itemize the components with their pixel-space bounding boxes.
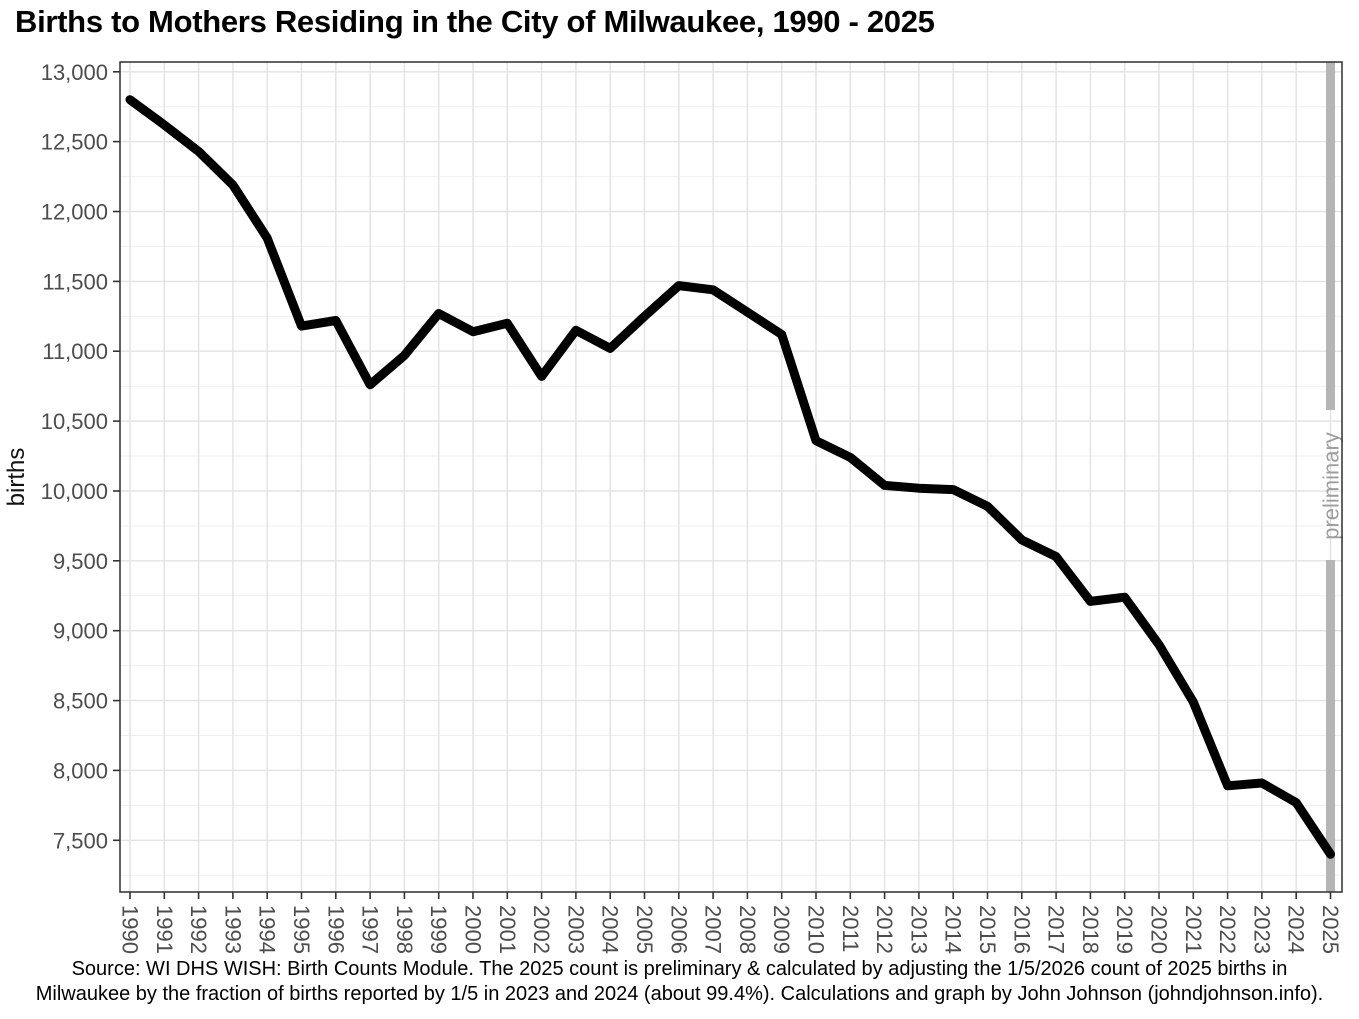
x-tick-label: 2017 — [1044, 905, 1069, 954]
x-tick-label: 2000 — [461, 905, 486, 954]
x-tick-label: 2024 — [1284, 905, 1309, 954]
y-tick-label: 9,000 — [53, 619, 108, 644]
x-tick-label: 2015 — [975, 905, 1000, 954]
x-tick-label: 2008 — [735, 905, 760, 954]
x-tick-label: 1995 — [289, 905, 314, 954]
x-tick-label: 2025 — [1318, 905, 1343, 954]
y-axis: 7,500 8,000 8,500 9,000 9,500 10,000 10,500 11,… — [41, 60, 120, 853]
x-tick-label: 2023 — [1249, 905, 1274, 954]
x-tick-label: 2010 — [804, 905, 829, 954]
gridlines-major — [120, 62, 1342, 892]
x-tick-label: 1990 — [118, 905, 143, 954]
source-caption: Source: WI DHS WISH: Birth Counts Module… — [0, 957, 1359, 1007]
x-tick-label: 2001 — [495, 905, 520, 954]
y-tick-label: 8,000 — [53, 758, 108, 783]
x-tick-label: 2005 — [632, 905, 657, 954]
x-tick-label: 2020 — [1147, 905, 1172, 954]
source-caption-line1: Source: WI DHS WISH: Birth Counts Module… — [71, 958, 1288, 980]
x-tick-label: 1996 — [323, 905, 348, 954]
x-tick-label: 2003 — [563, 905, 588, 954]
x-axis: 1990 1991 1992 1993 1994 1995 1996 1997 1998 1999… — [118, 892, 1343, 954]
y-tick-label: 11,500 — [42, 269, 108, 294]
x-tick-label: 2013 — [906, 905, 931, 954]
y-tick-label: 12,000 — [41, 200, 108, 225]
x-tick-label: 2002 — [529, 905, 554, 954]
x-tick-label: 1994 — [255, 905, 280, 954]
y-axis-title: births — [3, 448, 30, 507]
x-tick-label: 1991 — [152, 905, 177, 954]
y-tick-label: 8,500 — [53, 689, 108, 714]
x-tick-label: 2021 — [1181, 905, 1206, 954]
panel-border — [119, 61, 1343, 893]
x-tick-label: 1999 — [426, 905, 451, 954]
x-tick-label: 1993 — [220, 905, 245, 954]
x-tick-label: 1997 — [358, 905, 383, 954]
y-tick-label: 10,500 — [41, 409, 108, 434]
preliminary-band: preliminary — [1319, 62, 1344, 892]
y-tick-label: 7,500 — [53, 828, 108, 853]
x-tick-label: 2007 — [701, 905, 726, 954]
x-tick-label: 2016 — [1009, 905, 1034, 954]
x-tick-label: 1992 — [186, 905, 211, 954]
x-tick-label: 2018 — [1078, 905, 1103, 954]
x-tick-label: 2006 — [666, 905, 691, 954]
preliminary-label: preliminary — [1319, 432, 1344, 540]
gridlines-minor — [120, 106, 1342, 876]
y-tick-label: 12,500 — [41, 130, 108, 155]
x-tick-label: 1998 — [392, 905, 417, 954]
x-tick-label: 2009 — [769, 905, 794, 954]
y-tick-label: 9,500 — [53, 549, 108, 574]
x-tick-label: 2022 — [1215, 905, 1240, 954]
y-tick-label: 10,000 — [41, 479, 108, 504]
x-tick-label: 2012 — [872, 905, 897, 954]
x-tick-label: 2019 — [1112, 905, 1137, 954]
x-tick-label: 2004 — [598, 905, 623, 954]
x-tick-label: 2011 — [838, 905, 863, 952]
chart-title: Births to Mothers Residing in the City o… — [15, 4, 935, 39]
births-line — [125, 95, 1335, 859]
source-caption-line2: Milwaukee by the fraction of births repo… — [35, 983, 1324, 1005]
y-tick-label: 13,000 — [41, 60, 108, 85]
x-tick-label: 2014 — [941, 905, 966, 954]
births-line-chart: preliminary 7,500 8,000 8,500 9,000 9,500 10,0… — [3, 60, 1344, 954]
y-tick-label: 11,000 — [42, 339, 108, 364]
